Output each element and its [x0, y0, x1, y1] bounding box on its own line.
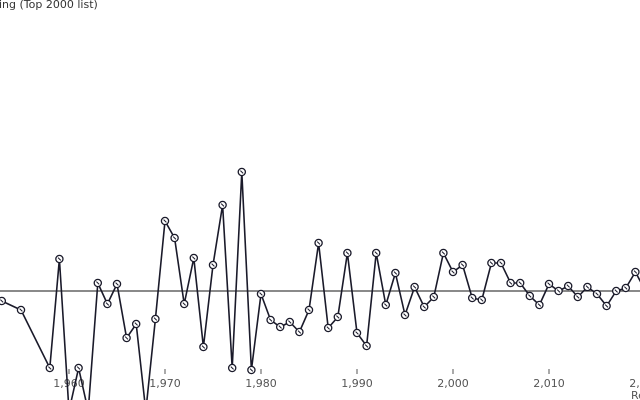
data-point-mark [57, 257, 62, 261]
data-point-mark [153, 317, 158, 321]
x-tick: 1,960 [53, 369, 85, 390]
x-axis-label: Re [631, 389, 640, 400]
data-point-mark [316, 241, 321, 245]
x-tick-label: 2,020 [629, 377, 640, 390]
data-point-mark [76, 366, 81, 370]
x-tick-label: 1,980 [245, 377, 277, 390]
data-point-mark [422, 305, 426, 309]
data-point-mark [0, 299, 4, 303]
data-point-mark [278, 325, 282, 329]
data-point-mark [134, 322, 138, 326]
data-point-mark [249, 368, 254, 372]
data-point-mark [172, 236, 177, 240]
data-point-mark [412, 285, 417, 289]
data-point-mark [470, 296, 474, 300]
data-point-mark [403, 313, 407, 317]
data-point-mark [124, 336, 129, 340]
data-point-mark [240, 170, 244, 174]
data-point-mark [326, 326, 330, 330]
x-tick-label: 1,960 [53, 377, 85, 390]
chart-title: ing (Top 2000 list) [0, 0, 98, 11]
data-point-mark [432, 295, 436, 299]
data-point-mark [489, 261, 494, 265]
data-point-mark [192, 256, 196, 260]
x-tick: 2,000 [437, 369, 469, 390]
data-point-mark [230, 366, 234, 370]
data-point-mark [374, 251, 378, 255]
data-point-mark [518, 281, 522, 285]
data-point-mark [288, 320, 292, 324]
data-point-mark [441, 251, 446, 255]
data-point-mark [336, 315, 340, 319]
data-point-mark [364, 344, 369, 348]
data-point-mark [297, 330, 302, 334]
data-point-mark [384, 303, 388, 307]
x-tick: 1,970 [149, 369, 181, 390]
data-point [0, 296, 7, 306]
data-point-mark [614, 289, 618, 293]
data-point-mark [451, 270, 455, 274]
x-tick: 1,990 [341, 369, 373, 390]
data-point-mark [528, 294, 532, 298]
data-point-mark [259, 292, 263, 296]
data-point-mark [499, 261, 503, 265]
data-point-mark [393, 271, 398, 275]
data-point-mark [537, 303, 542, 307]
x-tick: 1,980 [245, 369, 277, 390]
data-point-mark [566, 284, 570, 288]
data-point-mark [595, 292, 599, 296]
data-point-mark [480, 298, 484, 302]
x-tick-label: 2,000 [437, 377, 469, 390]
data-point-mark [576, 295, 580, 299]
data-point-mark [211, 263, 215, 267]
data-point-mark [624, 286, 628, 290]
x-tick-label: 1,970 [149, 377, 181, 390]
data-point-mark [547, 282, 551, 286]
data-point-mark [48, 366, 52, 370]
data-point-mark [585, 285, 590, 289]
data-point-mark [182, 302, 186, 306]
data-point-mark [163, 219, 167, 223]
data-point-mark [220, 203, 225, 207]
data-point-mark [604, 304, 609, 308]
data-point-mark [19, 308, 23, 312]
x-tick: 2,020 [629, 377, 640, 390]
data-point-mark [201, 345, 206, 349]
data-point-mark [105, 302, 110, 306]
data-point-mark [633, 270, 638, 274]
data-point-mark [307, 308, 311, 312]
data-point-mark [115, 282, 119, 286]
data-point-mark [508, 281, 513, 285]
x-tick-label: 2,010 [533, 377, 565, 390]
data-point-mark [268, 318, 273, 322]
x-tick: 2,010 [533, 369, 565, 390]
data-point-mark [355, 331, 359, 335]
data-point-mark [556, 289, 561, 293]
data-point-mark [96, 281, 100, 285]
data-point-mark [460, 263, 465, 267]
x-tick-label: 1,990 [341, 377, 373, 390]
data-point-mark [345, 251, 350, 255]
